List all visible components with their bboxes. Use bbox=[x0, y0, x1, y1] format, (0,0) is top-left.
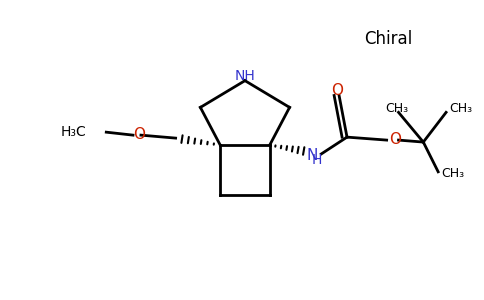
Text: H: H bbox=[311, 153, 322, 167]
Text: O: O bbox=[133, 127, 145, 142]
Text: O: O bbox=[389, 132, 401, 147]
Text: H₃C: H₃C bbox=[60, 125, 87, 139]
Text: CH₃: CH₃ bbox=[449, 102, 472, 116]
Text: CH₃: CH₃ bbox=[441, 167, 464, 180]
Text: O: O bbox=[331, 82, 343, 98]
Text: CH₃: CH₃ bbox=[385, 102, 408, 116]
Text: N: N bbox=[306, 148, 318, 164]
Text: Chiral: Chiral bbox=[364, 30, 413, 48]
Text: NH: NH bbox=[235, 69, 256, 83]
